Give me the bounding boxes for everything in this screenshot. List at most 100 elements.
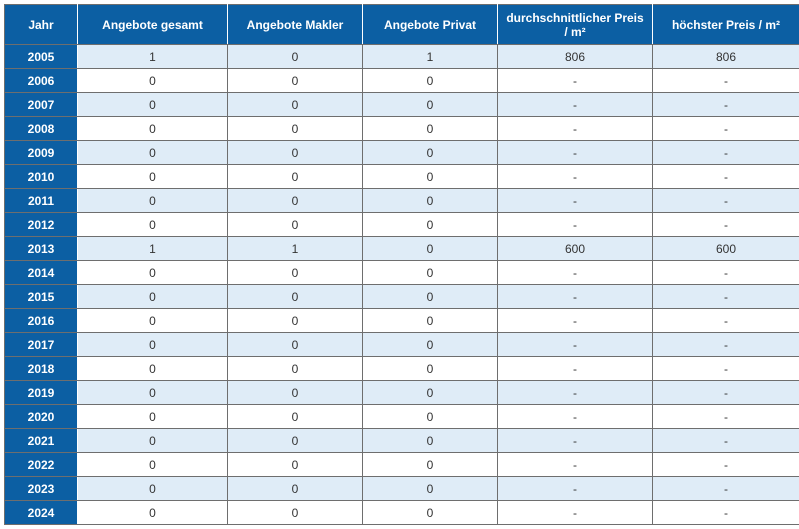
cell-offers-total: 0 [78, 93, 228, 117]
cell-year: 2006 [5, 69, 78, 93]
cell-offers-broker: 0 [228, 309, 363, 333]
cell-offers-private: 0 [363, 261, 498, 285]
cell-offers-total: 0 [78, 141, 228, 165]
cell-avg-price: - [498, 141, 653, 165]
cell-year: 2017 [5, 333, 78, 357]
cell-max-price: - [653, 405, 799, 429]
cell-offers-private: 0 [363, 189, 498, 213]
cell-year: 2018 [5, 357, 78, 381]
cell-offers-total: 0 [78, 213, 228, 237]
cell-offers-private: 0 [363, 285, 498, 309]
cell-max-price: 806 [653, 45, 799, 69]
cell-offers-broker: 0 [228, 213, 363, 237]
cell-max-price: - [653, 429, 799, 453]
cell-year: 2010 [5, 165, 78, 189]
table-row: 2024000-- [5, 501, 799, 525]
cell-offers-broker: 0 [228, 333, 363, 357]
cell-offers-total: 0 [78, 69, 228, 93]
cell-offers-broker: 0 [228, 453, 363, 477]
cell-year: 2020 [5, 405, 78, 429]
cell-avg-price: - [498, 213, 653, 237]
cell-offers-total: 0 [78, 405, 228, 429]
cell-year: 2005 [5, 45, 78, 69]
cell-avg-price: - [498, 285, 653, 309]
cell-max-price: 600 [653, 237, 799, 261]
cell-year: 2016 [5, 309, 78, 333]
cell-offers-broker: 0 [228, 165, 363, 189]
col-header-max-price: höchster Preis / m² [653, 5, 799, 45]
cell-offers-total: 0 [78, 117, 228, 141]
col-header-offers-broker: Angebote Makler [228, 5, 363, 45]
cell-avg-price: 600 [498, 237, 653, 261]
cell-max-price: - [653, 501, 799, 525]
table-row: 2020000-- [5, 405, 799, 429]
cell-offers-total: 0 [78, 357, 228, 381]
cell-year: 2012 [5, 213, 78, 237]
cell-max-price: - [653, 477, 799, 501]
cell-avg-price: - [498, 309, 653, 333]
cell-offers-private: 0 [363, 357, 498, 381]
cell-avg-price: - [498, 405, 653, 429]
cell-max-price: - [653, 165, 799, 189]
table-row: 2005101806806 [5, 45, 799, 69]
cell-year: 2008 [5, 117, 78, 141]
cell-offers-broker: 0 [228, 117, 363, 141]
table-row: 2023000-- [5, 477, 799, 501]
cell-offers-broker: 0 [228, 93, 363, 117]
cell-max-price: - [653, 381, 799, 405]
cell-offers-total: 1 [78, 45, 228, 69]
table-row: 2012000-- [5, 213, 799, 237]
cell-offers-private: 0 [363, 477, 498, 501]
cell-avg-price: - [498, 117, 653, 141]
table-row: 2008000-- [5, 117, 799, 141]
cell-offers-private: 0 [363, 501, 498, 525]
cell-offers-broker: 0 [228, 501, 363, 525]
cell-offers-private: 0 [363, 333, 498, 357]
cell-offers-private: 0 [363, 213, 498, 237]
table-row: 2010000-- [5, 165, 799, 189]
table-row: 2016000-- [5, 309, 799, 333]
cell-avg-price: - [498, 93, 653, 117]
table-row: 2017000-- [5, 333, 799, 357]
cell-avg-price: - [498, 69, 653, 93]
cell-avg-price: - [498, 501, 653, 525]
cell-year: 2011 [5, 189, 78, 213]
cell-offers-total: 0 [78, 333, 228, 357]
offers-table: Jahr Angebote gesamt Angebote Makler Ang… [4, 4, 799, 525]
cell-offers-total: 0 [78, 501, 228, 525]
cell-year: 2021 [5, 429, 78, 453]
cell-offers-total: 0 [78, 285, 228, 309]
cell-avg-price: - [498, 189, 653, 213]
cell-year: 2014 [5, 261, 78, 285]
cell-offers-total: 0 [78, 477, 228, 501]
cell-offers-private: 0 [363, 93, 498, 117]
cell-year: 2023 [5, 477, 78, 501]
cell-offers-total: 0 [78, 261, 228, 285]
cell-max-price: - [653, 309, 799, 333]
cell-offers-broker: 0 [228, 357, 363, 381]
col-header-year: Jahr [5, 5, 78, 45]
cell-offers-total: 0 [78, 453, 228, 477]
cell-offers-total: 0 [78, 309, 228, 333]
col-header-offers-private: Angebote Privat [363, 5, 498, 45]
cell-year: 2019 [5, 381, 78, 405]
cell-offers-broker: 0 [228, 285, 363, 309]
cell-offers-private: 0 [363, 309, 498, 333]
cell-offers-total: 0 [78, 429, 228, 453]
cell-year: 2024 [5, 501, 78, 525]
cell-max-price: - [653, 285, 799, 309]
cell-offers-broker: 0 [228, 69, 363, 93]
cell-offers-total: 1 [78, 237, 228, 261]
cell-avg-price: - [498, 477, 653, 501]
cell-offers-broker: 0 [228, 189, 363, 213]
cell-max-price: - [653, 141, 799, 165]
table-row: 2022000-- [5, 453, 799, 477]
cell-year: 2013 [5, 237, 78, 261]
cell-offers-private: 0 [363, 381, 498, 405]
table-row: 2011000-- [5, 189, 799, 213]
table-body: 20051018068062006000--2007000--2008000--… [5, 45, 799, 525]
cell-avg-price: - [498, 333, 653, 357]
cell-avg-price: 806 [498, 45, 653, 69]
cell-offers-private: 0 [363, 69, 498, 93]
table-row: 2018000-- [5, 357, 799, 381]
